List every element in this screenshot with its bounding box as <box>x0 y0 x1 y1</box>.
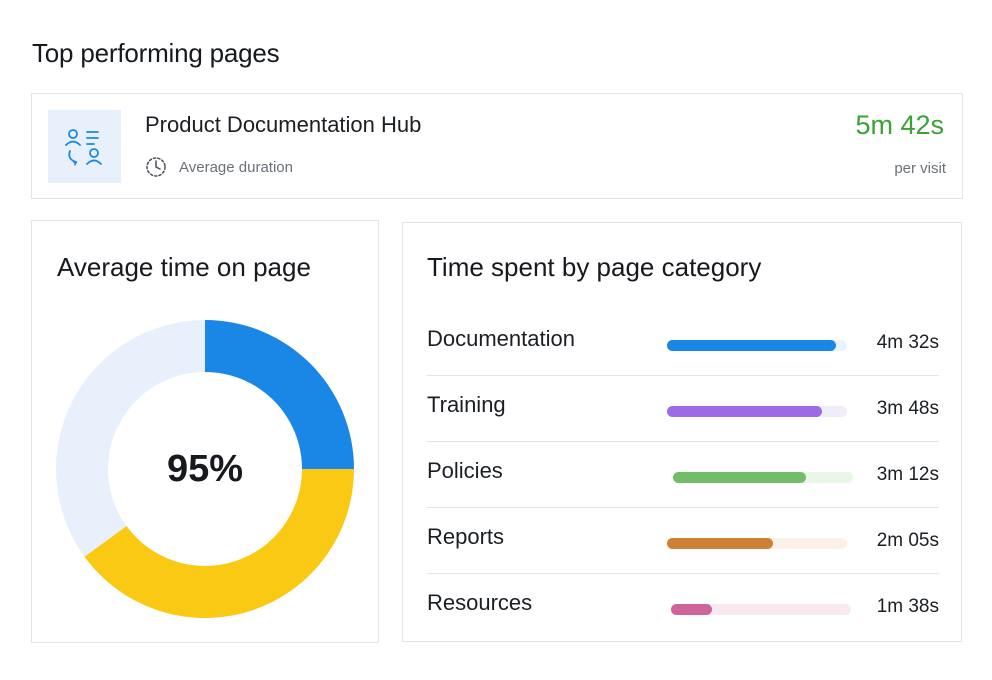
category-name: Resources <box>427 590 533 615</box>
donut-chart: 95% <box>56 320 354 618</box>
category-value: 4m 32s <box>876 332 939 353</box>
category-bar <box>667 406 822 417</box>
category-bar-track <box>671 604 851 615</box>
category-row[interactable]: Documentation 4m 32s <box>427 310 939 376</box>
category-bar-track <box>667 406 847 417</box>
category-row[interactable]: Training 3m 48s <box>427 376 939 442</box>
category-bar-track <box>673 472 853 483</box>
duration-value: 5m 42s <box>855 110 944 140</box>
category-name: Policies <box>427 458 503 483</box>
category-bar-track <box>667 340 847 351</box>
category-row[interactable]: Policies 3m 12s <box>427 442 939 508</box>
category-card: Time spent by page category Documentatio… <box>402 222 962 642</box>
category-row[interactable]: Resources 1m 38s <box>427 574 939 640</box>
category-name: Documentation <box>427 326 575 351</box>
category-value: 3m 12s <box>876 464 939 485</box>
category-name: Training <box>427 392 506 417</box>
category-list: Documentation 4m 32s Training 3m 48s Pol… <box>427 310 939 640</box>
donut-card: Average time on page 95% <box>31 220 379 643</box>
page-icon-box <box>48 110 121 183</box>
category-value: 3m 48s <box>876 398 939 419</box>
page-name[interactable]: Product Documentation Hub <box>145 112 422 137</box>
duration-unit: per visit <box>894 160 946 177</box>
duration-label: Average duration <box>179 158 293 176</box>
category-name: Reports <box>427 524 505 549</box>
donut-slice-1 <box>84 469 354 618</box>
section-title: Top performing pages <box>32 38 280 68</box>
category-bar <box>667 538 774 549</box>
category-bar <box>671 604 713 615</box>
clock-icon <box>146 157 166 177</box>
category-row[interactable]: Reports 2m 05s <box>427 508 939 574</box>
user-list-icon <box>64 128 102 165</box>
category-bar <box>667 340 837 351</box>
donut-title: Average time on page <box>57 252 311 282</box>
duration-row: Average duration <box>145 156 293 178</box>
donut-slice-2 <box>56 320 205 557</box>
donut-slice-0 <box>205 320 354 469</box>
category-title: Time spent by page category <box>427 252 762 282</box>
category-bar <box>673 472 807 483</box>
donut-center-label: 95% <box>166 447 244 490</box>
category-bar-track <box>667 538 847 549</box>
category-value: 2m 05s <box>876 530 939 551</box>
top-page-card[interactable]: Product Documentation Hub Average durati… <box>31 93 963 199</box>
category-value: 1m 38s <box>876 596 939 617</box>
